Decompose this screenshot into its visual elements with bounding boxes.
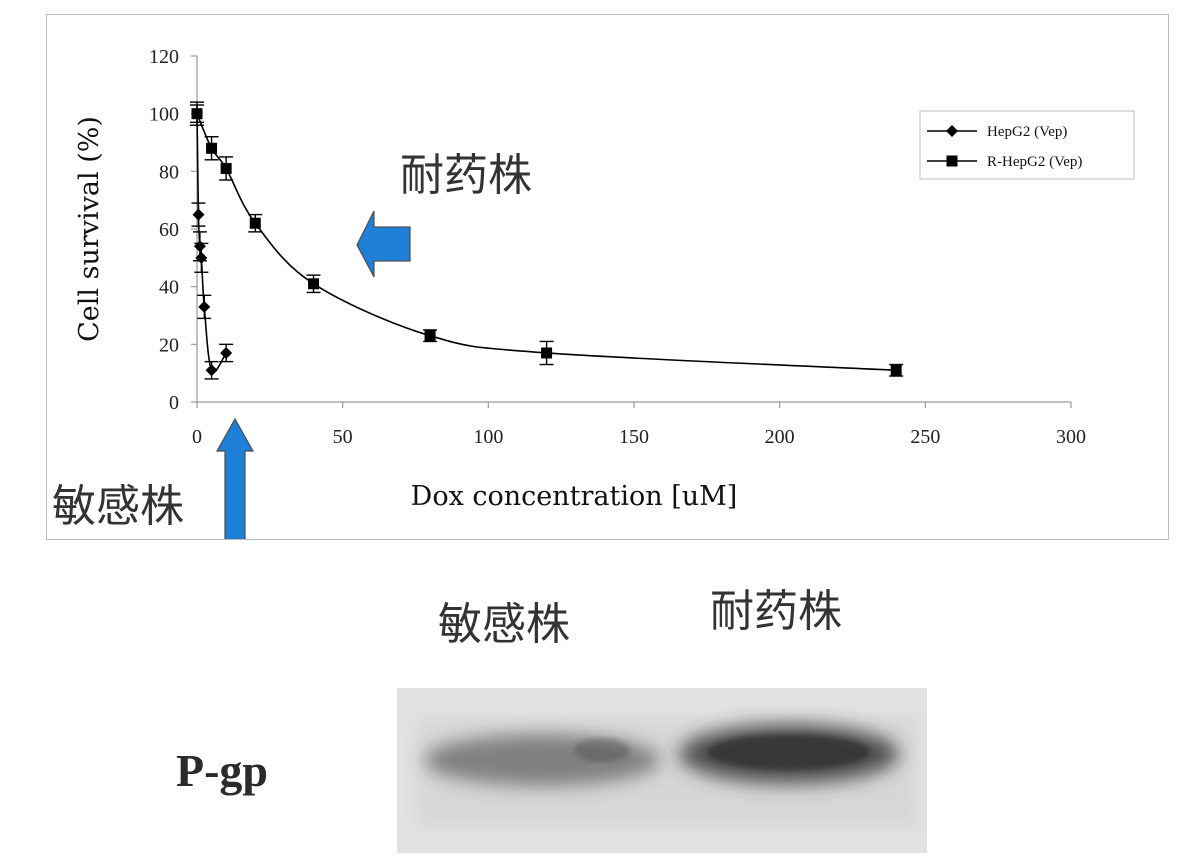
y-tick-label: 60 [159, 219, 179, 241]
data-point [890, 364, 902, 376]
resistant-annotation: 耐药株 [400, 150, 532, 201]
sensitive-annotation: 敏感株 [52, 481, 184, 532]
blot-row-label: P-gp [176, 745, 268, 796]
blot-band-sensitive [424, 734, 660, 786]
arrow-shape [356, 210, 411, 278]
y-tick-label: 0 [169, 392, 179, 414]
series-line [196, 113, 897, 372]
x-tick-label: 50 [333, 426, 353, 448]
arrow-shape [215, 417, 255, 539]
blot-lane-label-sensitive: 敏感株 [438, 599, 570, 650]
data-point [192, 208, 205, 221]
data-point [206, 142, 218, 154]
chart-frame: 0 20 40 60 80 100 120 0 50 100 150 200 250 300 HepG2 … [46, 14, 1169, 540]
series-2 [190, 101, 904, 377]
y-tick-label: 40 [159, 277, 179, 299]
x-tick-label: 200 [765, 426, 795, 448]
data-point [220, 162, 232, 174]
x-axis-title: Dox concentration [uM] [411, 481, 738, 512]
blot-lane-label-resistant: 耐药株 [710, 586, 842, 637]
legend-marker [946, 155, 958, 167]
x-tick-label: 250 [910, 426, 940, 448]
x-tick-label: 150 [619, 426, 649, 448]
blot-band-resistant-core [707, 734, 871, 770]
blot-band-sensitive-core [574, 738, 630, 762]
data-point [198, 300, 211, 313]
data-point [308, 278, 320, 290]
x-tick-label: 300 [1056, 426, 1086, 448]
data-point [541, 347, 553, 359]
chart-axes: 0 20 40 60 80 100 120 0 50 100 150 200 250 300 [149, 46, 1086, 448]
sensitive-arrow-icon [215, 417, 255, 539]
legend-box [919, 110, 1135, 180]
data-point [424, 330, 436, 342]
survival-chart: 0 20 40 60 80 100 120 0 50 100 150 200 250 300 HepG2 … [74, 46, 1135, 539]
resistant-arrow-icon [356, 210, 411, 278]
y-tick-label: 100 [149, 104, 179, 126]
x-tick-label: 100 [473, 426, 503, 448]
data-point [195, 251, 208, 264]
chart-legend: HepG2 (Vep) R-HepG2 (Vep) [919, 110, 1135, 180]
western-blot-image [397, 688, 927, 853]
y-axis-title: Cell survival (%) [74, 116, 105, 342]
y-tick-label: 80 [159, 161, 179, 183]
legend-marker [946, 125, 958, 137]
data-point [191, 108, 203, 120]
legend-entry: HepG2 (Vep) [987, 124, 1067, 140]
data-point [205, 364, 218, 377]
data-point [249, 217, 261, 229]
legend-entry: R-HepG2 (Vep) [987, 154, 1082, 170]
y-tick-label: 120 [149, 46, 179, 68]
y-tick-label: 20 [159, 334, 179, 356]
chart-series [190, 101, 904, 380]
data-point [220, 346, 233, 359]
x-tick-label: 0 [192, 426, 202, 448]
data-point [193, 240, 206, 253]
series-1 [190, 104, 234, 380]
